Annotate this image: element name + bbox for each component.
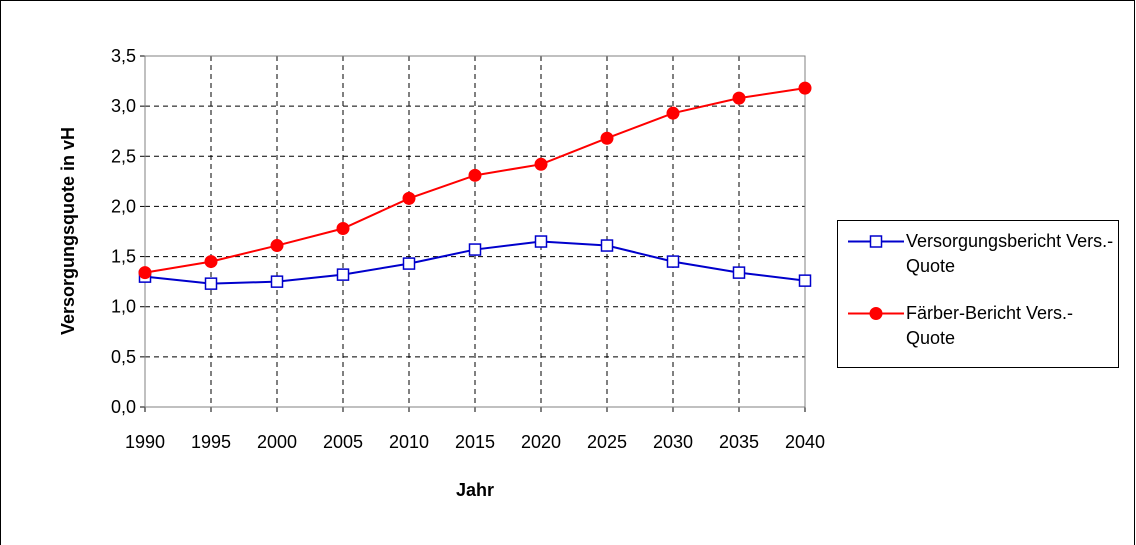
legend-item: Versorgungsbericht Vers.-Quote <box>846 229 1116 279</box>
legend: Versorgungsbericht Vers.-Quote Färber-Ber… <box>837 220 1119 368</box>
y-tick-label: 0,0 <box>111 397 136 417</box>
y-tick-label: 1,5 <box>111 247 136 267</box>
x-tick-label: 2010 <box>389 432 429 452</box>
y-tick-label: 3,0 <box>111 96 136 116</box>
x-tick-label: 2020 <box>521 432 561 452</box>
x-tick-label: 2040 <box>785 432 825 452</box>
legend-marker <box>869 235 883 248</box>
marker <box>204 277 218 290</box>
plot-border <box>144 55 806 408</box>
marker <box>798 81 812 95</box>
x-axis-title: Jahr <box>456 480 494 500</box>
marker <box>336 268 350 281</box>
marker <box>732 266 746 279</box>
marker <box>798 274 812 287</box>
legend-icon <box>848 235 904 248</box>
x-tick-label: 2015 <box>455 432 495 452</box>
x-tick-label: 2005 <box>323 432 363 452</box>
x-tick-label: 1990 <box>125 432 165 452</box>
marker <box>204 255 218 269</box>
legend-marker <box>869 307 883 320</box>
marker <box>138 266 152 280</box>
marker <box>468 243 482 256</box>
marker <box>666 106 680 120</box>
marker <box>666 255 680 268</box>
marker <box>600 131 614 145</box>
x-tick-label: 2030 <box>653 432 693 452</box>
legend-label: Versorgungsbericht Vers.-Quote <box>906 231 1114 276</box>
x-tick-label: 2035 <box>719 432 759 452</box>
marker <box>732 91 746 105</box>
marker <box>270 239 284 253</box>
y-tick-label: 3,5 <box>111 46 136 66</box>
marker <box>468 168 482 182</box>
marker <box>534 157 548 171</box>
marker <box>336 221 350 235</box>
legend-item: Färber-Bericht Vers.-Quote <box>846 301 1116 351</box>
x-tick-label: 2000 <box>257 432 297 452</box>
marker <box>534 235 548 248</box>
y-tick-label: 0,5 <box>111 347 136 367</box>
legend-icon <box>848 307 904 320</box>
marker <box>402 191 416 205</box>
y-tick-label: 2,5 <box>111 146 136 166</box>
marker <box>402 257 416 270</box>
marker <box>270 275 284 288</box>
y-tick-label: 1,0 <box>111 297 136 317</box>
legend-label: Färber-Bericht Vers.-Quote <box>906 303 1074 348</box>
y-tick-label: 2,0 <box>111 196 136 216</box>
marker <box>600 239 614 252</box>
y-axis-title: Versorgungsquote in vH <box>58 127 78 335</box>
x-tick-label: 1995 <box>191 432 231 452</box>
x-tick-label: 2025 <box>587 432 627 452</box>
